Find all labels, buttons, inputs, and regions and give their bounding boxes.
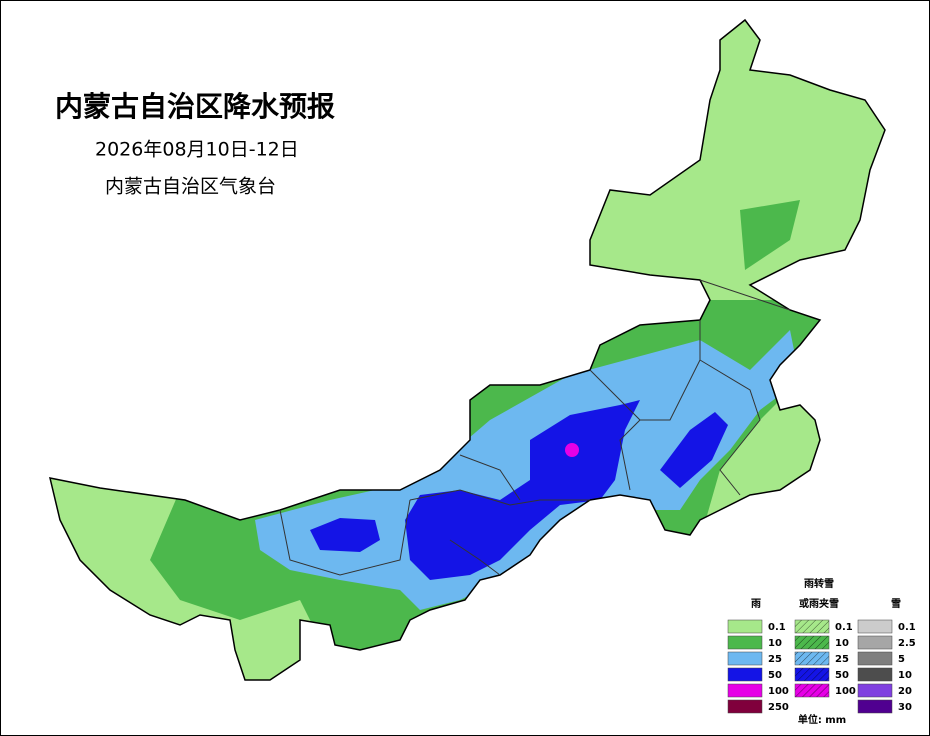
- legend-swatch: [857, 683, 893, 698]
- legend-swatch: [727, 635, 763, 650]
- legend-swatch: [727, 683, 763, 698]
- legend-swatch: [857, 667, 893, 682]
- legend-label: 100: [768, 686, 789, 697]
- legend-label: 30: [898, 702, 912, 713]
- title: 内蒙古自治区降水预报: [55, 90, 335, 123]
- legend-label: 5: [898, 654, 905, 665]
- legend-hatch: [795, 652, 829, 665]
- area-magenta: [565, 443, 579, 457]
- legend-swatch: [727, 651, 763, 666]
- legend-label: 10: [768, 638, 782, 649]
- legend-header: 雪: [891, 598, 901, 610]
- legend-hatch: [795, 668, 829, 681]
- legend-hatch: [795, 620, 829, 633]
- legend-label: 10: [835, 638, 849, 649]
- area-blue-e: [660, 412, 728, 488]
- legend-swatch: [857, 699, 893, 714]
- legend-header: 雨: [751, 598, 761, 610]
- legend-swatch: [857, 619, 893, 634]
- legend-label: 2.5: [898, 638, 916, 649]
- legend-header: 或雨夹雪: [799, 597, 839, 610]
- legend-swatch: [727, 667, 763, 682]
- legend-swatch: [857, 651, 893, 666]
- area-blue-w: [310, 518, 380, 552]
- legend-label: 25: [835, 654, 849, 665]
- legend-label: 100: [835, 686, 856, 697]
- area-lightblue: [255, 330, 800, 610]
- legend-label: 50: [835, 670, 849, 681]
- legend-hatch: [795, 636, 829, 649]
- legend-label: 20: [898, 686, 912, 697]
- legend-label: 0.1: [835, 622, 853, 633]
- legend-swatch: [857, 635, 893, 650]
- date: 2026年08月10日-12日: [95, 139, 299, 161]
- legend-swatch: [727, 699, 763, 714]
- area-green-ne: [740, 200, 800, 270]
- borders: [279, 279, 791, 576]
- legend-label: 10: [898, 670, 912, 681]
- legend-header: 雨转雪: [804, 577, 834, 590]
- area-blue: [405, 400, 640, 580]
- legend-swatch: [727, 619, 763, 634]
- legend-label: 250: [768, 702, 789, 713]
- legend-label: 0.1: [768, 622, 786, 633]
- unit: 单位: mm: [798, 713, 846, 726]
- issuer: 内蒙古自治区气象台: [105, 176, 276, 198]
- legend-hatch: [795, 684, 829, 697]
- legend-label: 0.1: [898, 622, 916, 633]
- legend-label: 50: [768, 670, 782, 681]
- legend-label: 25: [768, 654, 782, 665]
